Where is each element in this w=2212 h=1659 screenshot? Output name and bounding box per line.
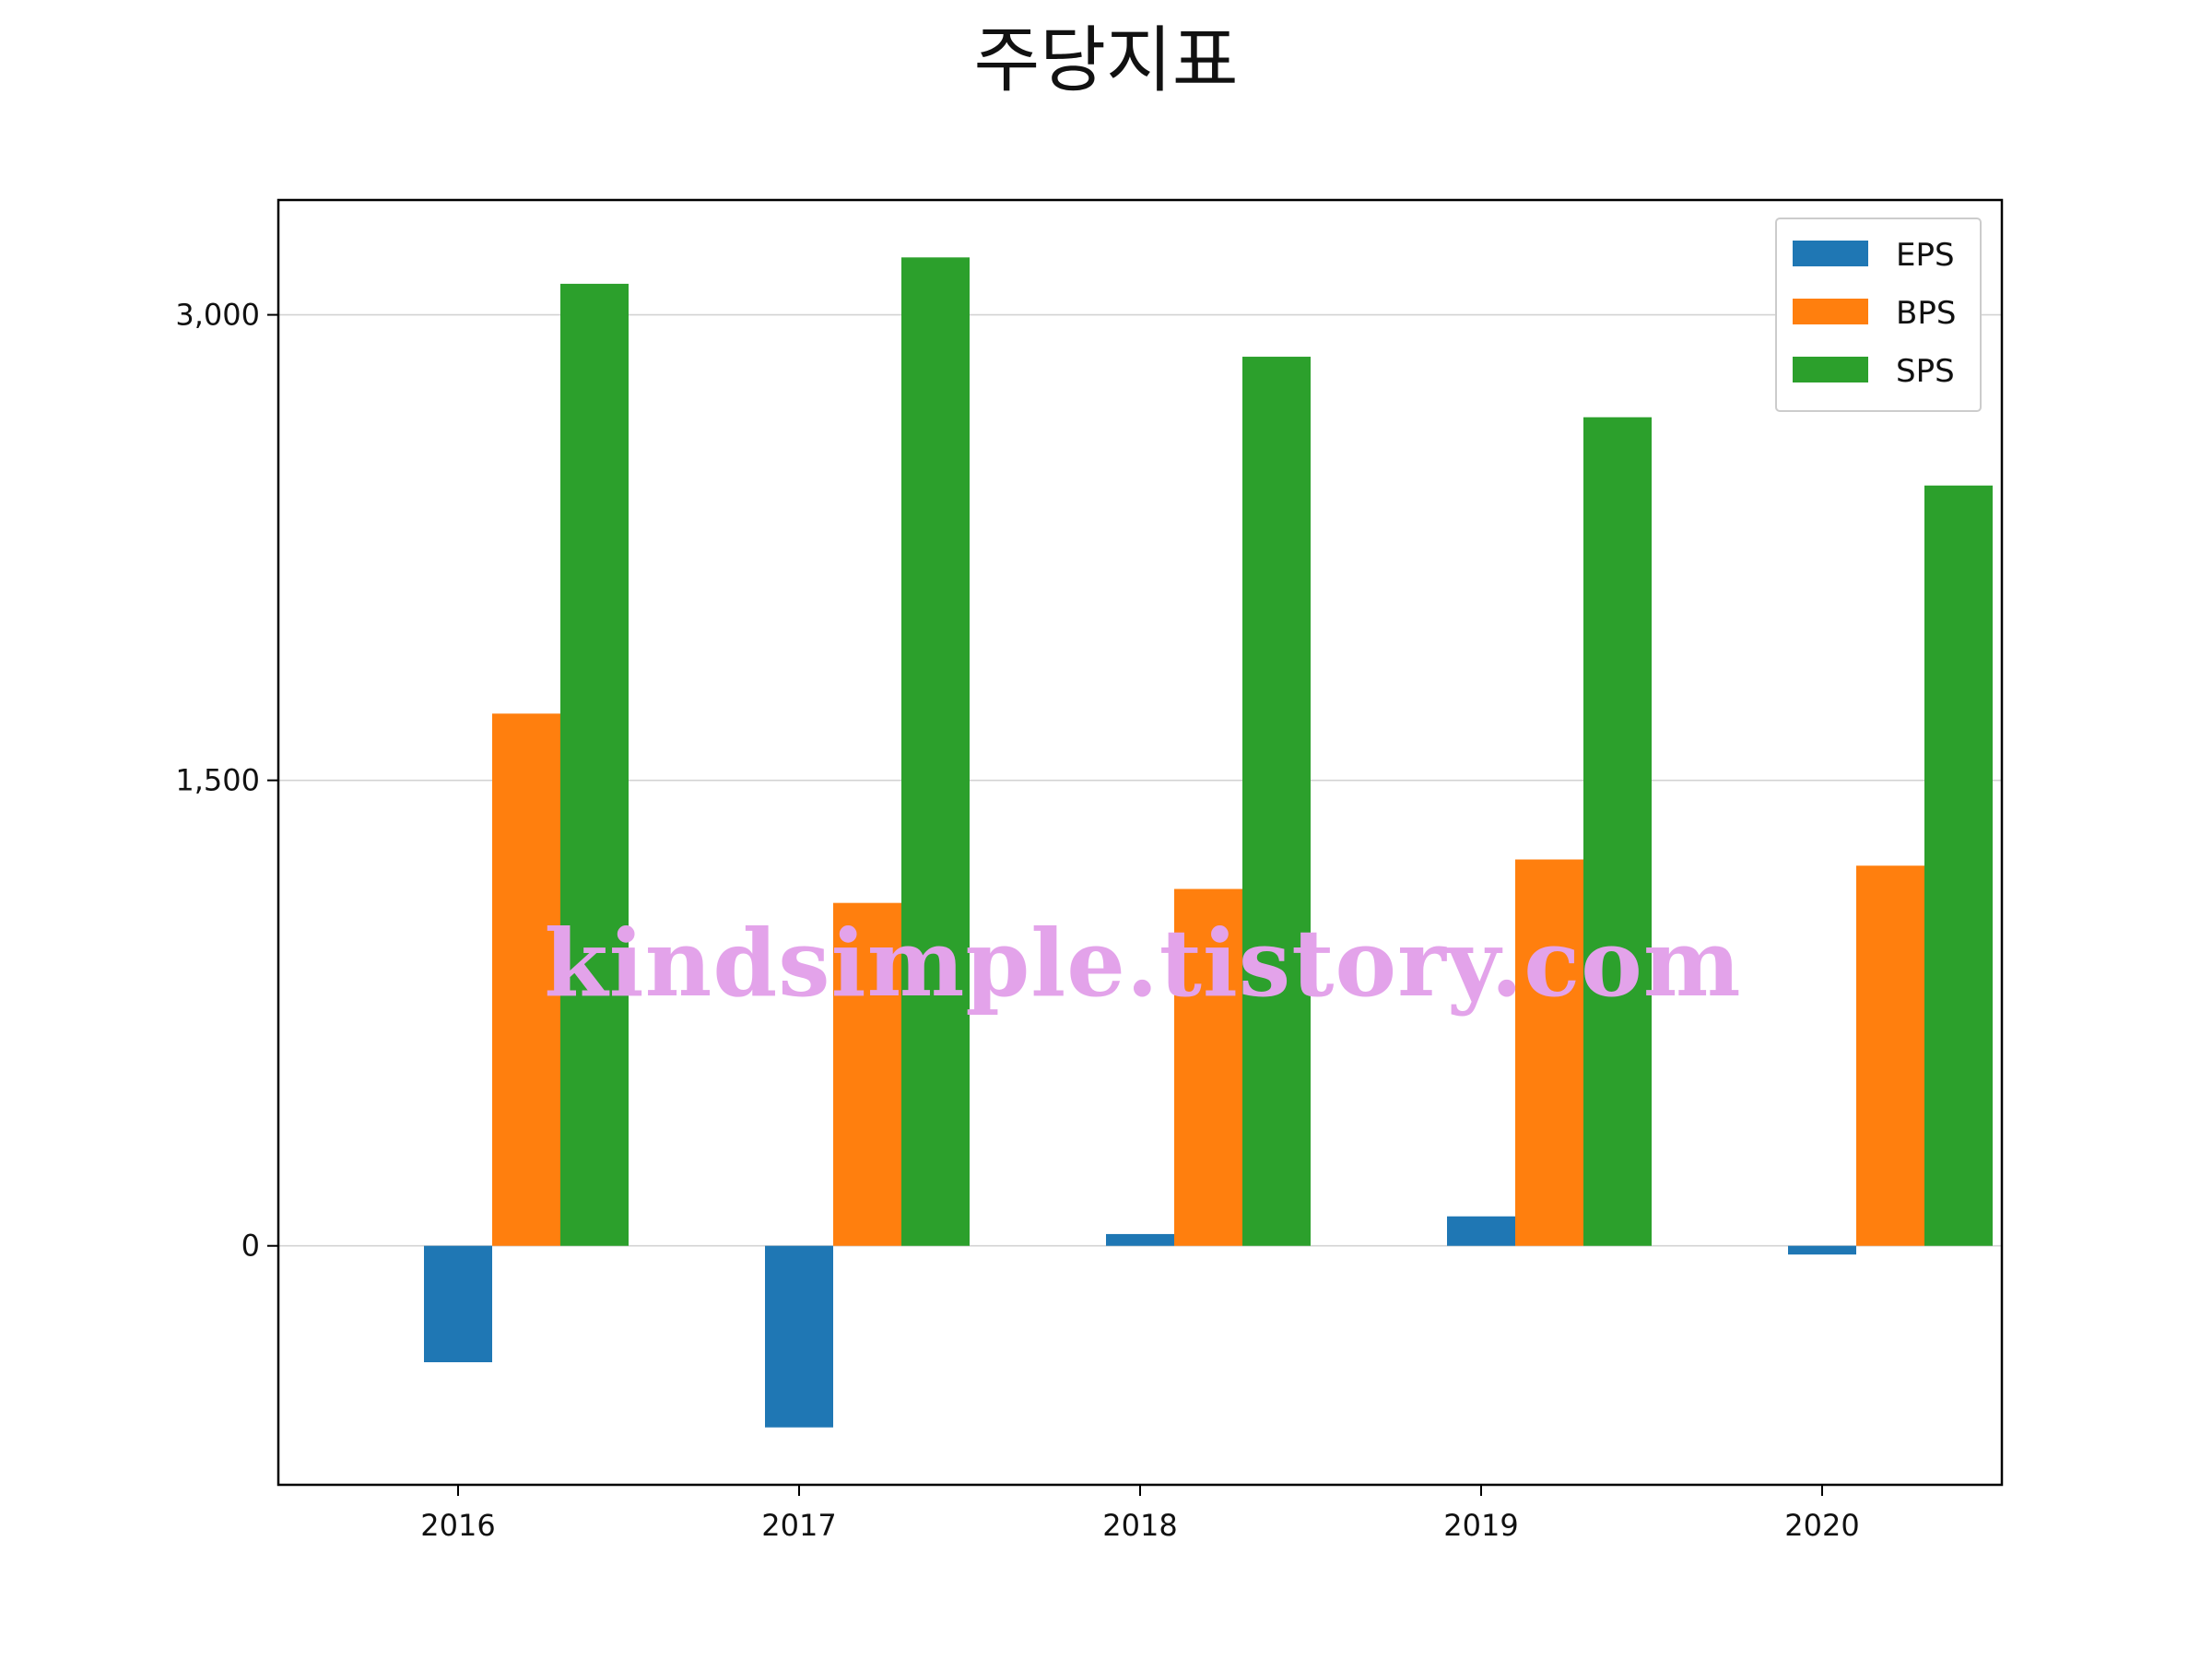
bar-sps-2016: [560, 283, 629, 1246]
chart-title: 주당지표: [973, 19, 1238, 102]
bar-eps-2016: [424, 1245, 492, 1362]
bar-sps-2018: [1242, 357, 1311, 1246]
bar-sps-2020: [1924, 485, 1993, 1246]
bar-bps-2016: [492, 713, 560, 1246]
legend-label-bps: BPS: [1896, 295, 1956, 332]
legend-swatch-sps: [1793, 357, 1868, 382]
bar-eps-2019: [1447, 1216, 1515, 1246]
xtick-label-2020: 2020: [1784, 1508, 1859, 1543]
bar-bps-2018: [1174, 888, 1242, 1246]
bars: [424, 257, 1993, 1428]
xtick-label-2019: 2019: [1443, 1508, 1518, 1543]
legend-label-eps: EPS: [1896, 237, 1955, 274]
legend: EPS BPS SPS: [1775, 218, 1982, 412]
ytick-label-1500: 1,500: [175, 763, 260, 798]
xtick-label-2018: 2018: [1102, 1508, 1177, 1543]
legend-swatch-bps: [1793, 299, 1868, 324]
ytick-label-3000: 3,000: [175, 298, 260, 333]
bar-sps-2017: [901, 257, 970, 1246]
bar-eps-2018: [1106, 1233, 1174, 1246]
axes: 0 1,500 3,000 2016 2017 2018 2019 2020: [175, 298, 1859, 1543]
watermark-text: kindsimple.tistory.com: [544, 909, 1741, 1018]
legend-swatch-eps: [1793, 241, 1868, 266]
bar-bps-2019: [1515, 859, 1583, 1246]
bar-bps-2017: [833, 902, 901, 1246]
ytick-label-0: 0: [241, 1229, 260, 1264]
bar-eps-2020: [1788, 1245, 1856, 1255]
xtick-label-2017: 2017: [761, 1508, 836, 1543]
xtick-label-2016: 2016: [420, 1508, 495, 1543]
bar-sps-2019: [1583, 417, 1652, 1246]
legend-label-sps: SPS: [1896, 353, 1955, 390]
bar-eps-2017: [765, 1245, 833, 1428]
bar-bps-2020: [1856, 865, 1924, 1246]
